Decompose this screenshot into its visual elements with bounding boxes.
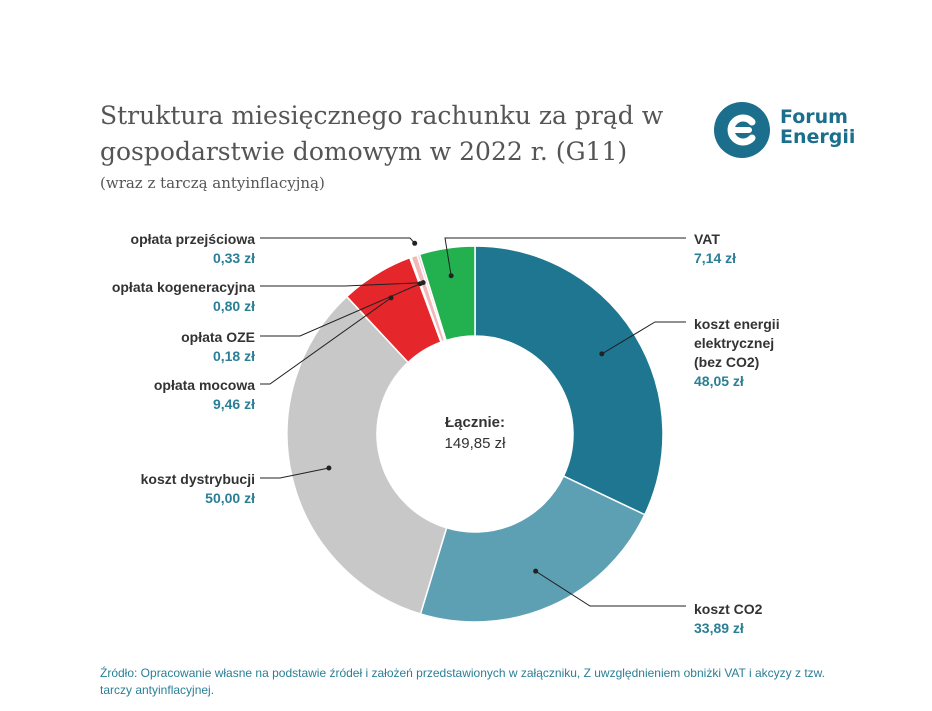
label-oze: opłata OZE 0,18 zł bbox=[105, 328, 255, 366]
total-label-value: 149,85 zł bbox=[444, 435, 506, 452]
label-mocowa: opłata mocowa 9,46 zł bbox=[55, 376, 255, 414]
label-dystrybucja-name: koszt dystrybucji bbox=[140, 471, 255, 487]
label-dystrybucja-value: 50,00 zł bbox=[205, 490, 255, 506]
label-co2-name: koszt CO2 bbox=[694, 601, 763, 617]
leader-line-4 bbox=[260, 283, 421, 337]
label-kogeneracyjna-value: 0,80 zł bbox=[212, 298, 255, 314]
logo-line-2: Energii bbox=[780, 126, 856, 148]
label-energia-value: 48,05 zł bbox=[694, 373, 744, 389]
leader-line-7 bbox=[444, 237, 686, 276]
source-note: Źródło: Opracowanie własne na podstawie … bbox=[100, 666, 826, 697]
label-co2: koszt CO2 33,89 zł bbox=[694, 600, 844, 638]
label-oze-value: 0,18 zł bbox=[212, 348, 255, 364]
logo-wordmark: Forum Energii bbox=[780, 107, 855, 147]
leader-dot-6 bbox=[412, 240, 418, 246]
label-przejsciowa-value: 0,33 zł bbox=[212, 250, 255, 266]
label-mocowa-name: opłata mocowa bbox=[153, 377, 255, 393]
logo-line-1: Forum bbox=[780, 106, 848, 128]
label-przejsciowa-name: opłata przejściowa bbox=[130, 231, 255, 247]
label-przejsciowa: opłata przejściowa 0,33 zł bbox=[55, 230, 255, 268]
leader-dot-7 bbox=[448, 273, 454, 279]
label-vat-name: VAT bbox=[694, 231, 720, 247]
donut-slices bbox=[286, 245, 664, 623]
leader-dot-2 bbox=[326, 465, 332, 471]
leader-line-1 bbox=[535, 570, 686, 607]
label-dystrybucja: koszt dystrybucji 50,00 zł bbox=[55, 470, 255, 508]
label-kogeneracyjna-name: opłata kogeneracyjna bbox=[111, 279, 255, 295]
slice-2 bbox=[286, 295, 448, 615]
leader-line-3 bbox=[260, 297, 392, 385]
leader-line-6 bbox=[260, 237, 416, 244]
logo-icon bbox=[714, 102, 770, 158]
label-energia: koszt energii elektrycznej (bez CO2) 48,… bbox=[694, 315, 804, 391]
slice-1 bbox=[419, 475, 646, 623]
leader-dot-1 bbox=[533, 568, 539, 574]
leader-line-2 bbox=[260, 467, 329, 479]
total-label-name: Łącznie: bbox=[444, 414, 505, 431]
chart-subtitle: (wraz z tarczą antyinflacyjną) bbox=[100, 174, 325, 192]
total-label: Łącznie: 149,85 zł bbox=[395, 412, 555, 454]
forum-energii-logo: Forum Energii bbox=[714, 102, 864, 158]
leader-dot-0 bbox=[599, 351, 605, 357]
label-mocowa-value: 9,46 zł bbox=[212, 396, 255, 412]
leader-line-0 bbox=[601, 321, 686, 355]
label-vat: VAT 7,14 zł bbox=[694, 230, 844, 268]
chart-title: Struktura miesięcznego rachunku za prąd … bbox=[100, 101, 664, 166]
leader-dot-5 bbox=[420, 280, 426, 286]
leader-lines bbox=[260, 237, 686, 607]
label-vat-value: 7,14 zł bbox=[694, 250, 737, 266]
label-co2-value: 33,89 zł bbox=[694, 620, 744, 636]
label-oze-name: opłata OZE bbox=[181, 329, 255, 345]
label-kogeneracyjna: opłata kogeneracyjna 0,80 zł bbox=[105, 278, 255, 316]
label-energia-name: koszt energii elektrycznej (bez CO2) bbox=[694, 316, 780, 370]
slice-0 bbox=[474, 245, 664, 516]
leader-line-5 bbox=[260, 282, 424, 287]
slice-7 bbox=[418, 245, 476, 342]
